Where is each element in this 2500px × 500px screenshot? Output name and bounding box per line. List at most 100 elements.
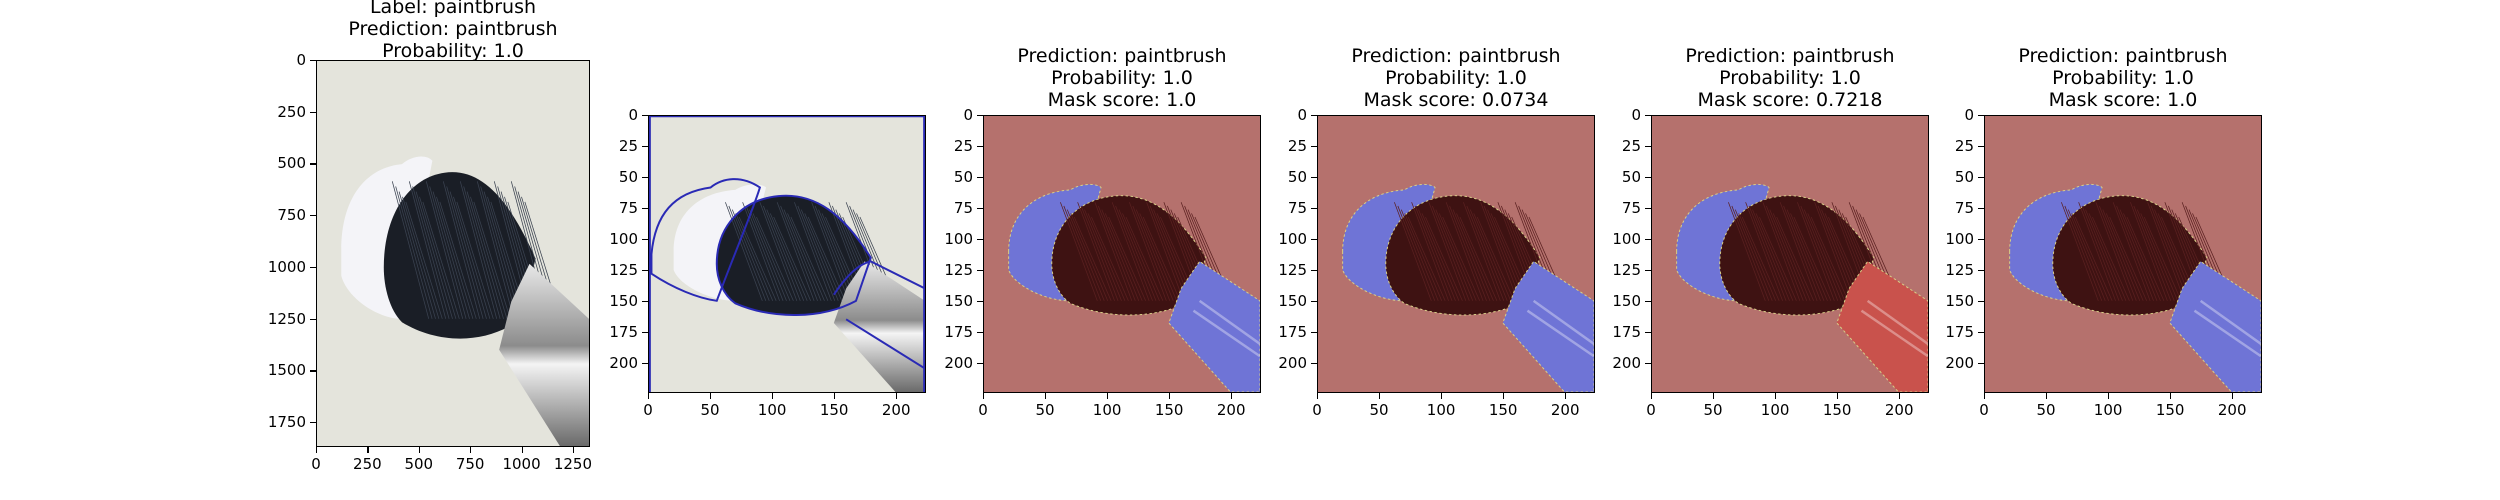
panel-title-line: Prediction: paintbrush — [1017, 45, 1227, 67]
y-tick-label: 150 — [1945, 292, 1974, 311]
y-tick-mark — [642, 177, 648, 179]
plot-mask-3 — [1651, 115, 1929, 393]
y-tick-label: 175 — [609, 323, 638, 342]
y-tick-mark — [310, 422, 316, 424]
x-tick-label: 1000 — [502, 455, 541, 473]
y-tick-mark — [977, 239, 983, 241]
y-tick-mark — [977, 332, 983, 334]
panel-title-line: Probability: 1.0 — [1719, 67, 1861, 89]
y-tick-mark — [310, 60, 316, 62]
x-tick-mark — [1899, 393, 1901, 399]
panel-title-line: Prediction: paintbrush — [1685, 45, 1895, 67]
y-tick-label: 75 — [953, 199, 973, 218]
y-tick-label: 150 — [1278, 292, 1307, 311]
y-tick-label: 75 — [1954, 199, 1974, 218]
x-tick-label: 200 — [2217, 401, 2247, 419]
plot-mask-2 — [1317, 115, 1595, 393]
y-tick-mark — [642, 332, 648, 334]
y-tick-label: 200 — [1945, 354, 1974, 373]
y-tick-label: 100 — [1945, 230, 1974, 249]
y-tick-mark — [1978, 239, 1984, 241]
panel-title-mask-4: Prediction: paintbrush Probability: 1.0 Ma… — [2018, 45, 2227, 111]
y-tick-label: 0 — [1631, 106, 1641, 124]
x-tick-mark — [1565, 393, 1567, 399]
y-tick-label: 150 — [1612, 292, 1641, 311]
y-tick-mark — [1311, 363, 1317, 365]
y-tick-mark — [977, 115, 983, 117]
y-tick-mark — [1978, 208, 1984, 210]
y-tick-label: 175 — [944, 323, 973, 342]
x-tick-mark — [1317, 393, 1319, 399]
panel-title-line: Probability: 1.0 — [1051, 67, 1193, 89]
y-tick-mark — [1645, 332, 1651, 334]
x-tick-label: 150 — [819, 401, 849, 419]
x-tick-label: 0 — [311, 455, 321, 473]
plot-contours — [648, 115, 926, 393]
y-tick-label: 200 — [944, 354, 973, 373]
y-tick-mark — [977, 146, 983, 148]
y-tick-label: 175 — [1945, 323, 1974, 342]
x-tick-mark — [418, 447, 420, 453]
y-tick-mark — [1645, 270, 1651, 272]
x-tick-mark — [1775, 393, 1777, 399]
y-tick-mark — [642, 146, 648, 148]
x-tick-mark — [772, 393, 774, 399]
x-tick-mark — [1107, 393, 1109, 399]
x-tick-mark — [1651, 393, 1653, 399]
y-tick-mark — [1311, 270, 1317, 272]
y-tick-label: 50 — [953, 168, 973, 187]
x-tick-mark — [1503, 393, 1505, 399]
y-tick-label: 25 — [618, 137, 638, 156]
y-tick-mark — [1645, 177, 1651, 179]
x-tick-label: 100 — [2093, 401, 2123, 419]
x-tick-mark — [1169, 393, 1171, 399]
x-tick-label: 0 — [1979, 401, 1989, 419]
x-tick-mark — [367, 447, 369, 453]
x-tick-mark — [572, 447, 575, 453]
y-tick-mark — [1978, 332, 1984, 334]
plot-original — [316, 60, 590, 447]
x-tick-mark — [316, 447, 318, 453]
y-tick-label: 750 — [277, 206, 306, 225]
y-tick-label: 25 — [1954, 137, 1974, 156]
x-tick-mark — [2232, 393, 2234, 399]
y-tick-mark — [1311, 332, 1317, 334]
y-tick-mark — [977, 208, 983, 210]
y-tick-mark — [1978, 115, 1984, 117]
x-tick-mark — [648, 393, 650, 399]
x-tick-label: 50 — [2036, 401, 2056, 419]
y-tick-label: 500 — [277, 154, 306, 173]
y-tick-mark — [642, 301, 648, 303]
x-tick-mark — [710, 393, 712, 399]
y-tick-label: 50 — [1621, 168, 1641, 187]
y-tick-label: 125 — [1278, 261, 1307, 280]
x-tick-label: 50 — [1035, 401, 1055, 419]
y-tick-label: 50 — [618, 168, 638, 187]
y-tick-mark — [1311, 177, 1317, 179]
y-tick-mark — [1978, 177, 1984, 179]
y-tick-label: 25 — [953, 137, 973, 156]
y-tick-label: 200 — [1278, 354, 1307, 373]
panel-title-line: Mask score: 1.0 — [1047, 89, 1197, 111]
y-tick-label: 100 — [944, 230, 973, 249]
x-tick-label: 100 — [1426, 401, 1456, 419]
y-tick-label: 75 — [618, 199, 638, 218]
x-tick-label: 0 — [978, 401, 988, 419]
panel-title-mask-1: Prediction: paintbrush Probability: 1.0 Ma… — [1017, 45, 1226, 111]
x-tick-label: 0 — [1646, 401, 1656, 419]
y-tick-label: 125 — [609, 261, 638, 280]
y-tick-mark — [310, 111, 316, 113]
x-tick-mark — [470, 447, 472, 453]
panel-title-line: Mask score: 1.0 — [2048, 89, 2198, 111]
panel-title-line: Probability: 1.0 — [1385, 67, 1527, 89]
x-tick-mark — [1231, 393, 1233, 399]
y-tick-mark — [1311, 146, 1317, 148]
y-tick-label: 25 — [1621, 137, 1641, 156]
x-tick-label: 1250 — [553, 455, 593, 473]
y-tick-label: 125 — [1945, 261, 1974, 280]
brush-image — [1652, 116, 1928, 392]
x-tick-mark — [1837, 393, 1839, 399]
x-tick-mark — [983, 393, 985, 399]
y-tick-label: 150 — [609, 292, 638, 311]
